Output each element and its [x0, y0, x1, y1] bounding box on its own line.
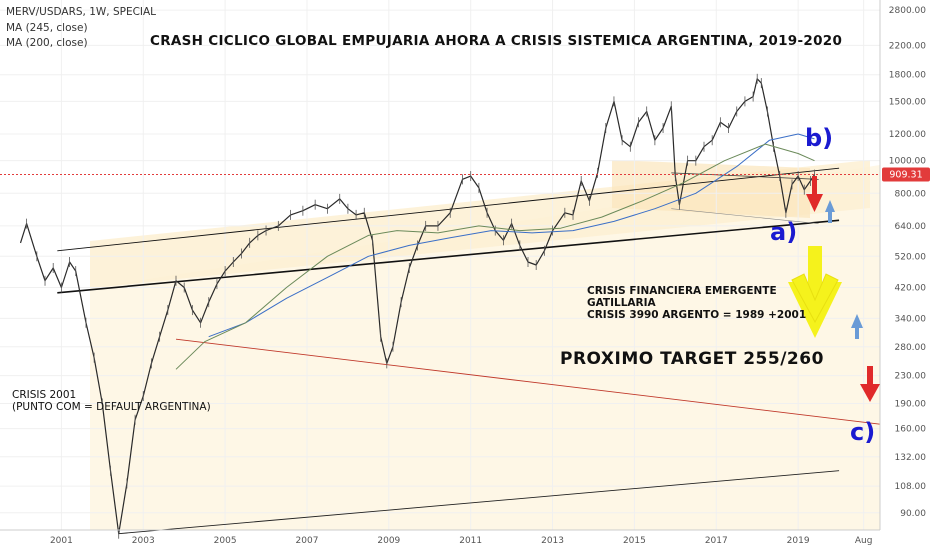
wave-b-label: b)	[805, 124, 834, 152]
target-note: PROXIMO TARGET 255/260	[560, 349, 824, 369]
trendline	[175, 338, 881, 425]
price-series-line	[19, 78, 816, 535]
red-down-arrow-icon	[806, 176, 823, 212]
y-tick-label: 1800.00	[889, 71, 926, 81]
crisis-note-line2: GATILLARIA	[587, 297, 656, 309]
x-tick-label: 2001	[50, 536, 73, 546]
x-axis-ticks: 2001 2003 2005 2007 2009 2011 2013 2015 2017 2019…	[50, 536, 872, 546]
x-tick-label: 2007	[296, 536, 319, 546]
symbol-label: MERV/USDARS, 1W, SPECIAL	[6, 6, 157, 18]
x-tick-label: 2005	[214, 536, 237, 546]
trendline	[57, 219, 840, 294]
y-tick-label: 2800.00	[889, 6, 926, 16]
crisis-2001-note: CRISIS 2001 (PUNTO COM = DEFAULT ARGENTI…	[12, 389, 211, 413]
x-tick-label: 2019	[787, 536, 810, 546]
yellow-down-arrow-icon	[788, 246, 842, 338]
x-tick-label: 2013	[541, 536, 564, 546]
y-tick-label: 640.00	[895, 222, 927, 232]
y-tick-label: 340.00	[895, 314, 927, 324]
series-layer	[19, 73, 816, 539]
ma-series-line	[175, 143, 815, 370]
blue-up-arrow-icon	[851, 314, 863, 339]
trendlines	[57, 167, 881, 535]
y-tick-label: 90.00	[900, 509, 926, 519]
x-tick-label: 2011	[459, 536, 482, 546]
wave-c-label: c)	[850, 418, 876, 446]
y-tick-label: 230.00	[895, 372, 927, 382]
chart-title: CRASH CICLICO GLOBAL EMPUJARIA AHORA A C…	[150, 33, 843, 49]
y-tick-label: 800.00	[895, 189, 927, 199]
red-down-arrow-icon	[860, 366, 880, 402]
crisis-2001-line1: CRISIS 2001	[12, 389, 77, 401]
y-tick-label: 2200.00	[889, 41, 926, 51]
y-tick-label: 108.00	[895, 482, 927, 492]
last-price-badge	[882, 167, 930, 182]
y-tick-label: 280.00	[895, 343, 927, 353]
y-tick-label: 420.00	[895, 284, 927, 294]
x-tick-label: Aug	[855, 536, 873, 546]
y-axis-ticks: 2800.00 2200.00 1800.00 1500.00 1200.00 1000.…	[889, 6, 926, 519]
ma-series-line	[208, 133, 815, 338]
trendline	[57, 167, 840, 252]
grid	[0, 0, 880, 530]
trendline	[118, 470, 840, 535]
x-tick-label: 2017	[705, 536, 728, 546]
y-tick-label: 520.00	[895, 252, 927, 262]
y-tick-label: 190.00	[895, 400, 927, 410]
y-tick-label: 160.00	[895, 425, 927, 435]
ma245-legend[interactable]: MA (245, close)	[6, 22, 88, 34]
y-tick-label: 1200.00	[889, 130, 926, 140]
x-tick-label: 2003	[132, 536, 155, 546]
blue-up-arrow-icon	[825, 200, 835, 223]
ma200-legend[interactable]: MA (200, close)	[6, 37, 88, 49]
crisis-note: CRISIS FINANCIERA EMERGENTE GATILLARIA C…	[587, 285, 806, 321]
wave-a-label: a)	[770, 218, 798, 246]
crisis-note-line1: CRISIS FINANCIERA EMERGENTE	[587, 285, 777, 297]
y-tick-label: 132.00	[895, 453, 927, 463]
y-tick-label: 1500.00	[889, 97, 926, 107]
x-tick-label: 2015	[623, 536, 646, 546]
trendline	[671, 172, 819, 180]
last-price-label: 909.31	[889, 170, 922, 181]
y-tick-label: 1000.00	[889, 157, 926, 167]
crisis-2001-line2: (PUNTO COM = DEFAULT ARGENTINA)	[12, 401, 211, 413]
crisis-note-line3: CRISIS 3990 ARGENTO = 1989 +2001	[587, 309, 807, 321]
x-tick-label: 2009	[377, 536, 400, 546]
trendline	[671, 208, 819, 224]
